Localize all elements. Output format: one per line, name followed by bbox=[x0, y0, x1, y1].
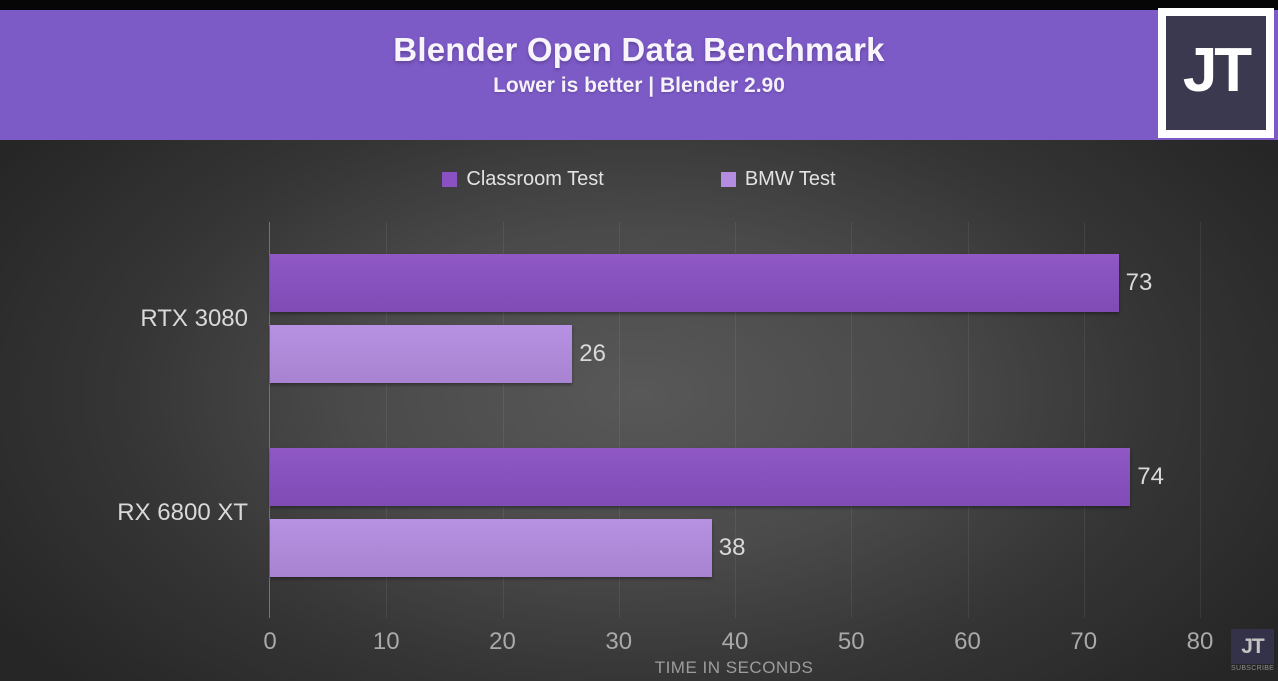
chart-subtitle: Lower is better | Blender 2.90 bbox=[493, 74, 785, 97]
chart-title: Blender Open Data Benchmark bbox=[393, 31, 885, 68]
value-label-classroom-test-rx-6800-xt: 74 bbox=[1137, 463, 1164, 490]
category-label-rx-6800-xt: RX 6800 XT bbox=[117, 498, 248, 526]
x-tick-80: 80 bbox=[1186, 628, 1214, 655]
x-tick-30: 30 bbox=[605, 628, 633, 655]
gridline-50 bbox=[851, 222, 853, 618]
subscribe-watermark[interactable]: JT SUBSCRIBE bbox=[1231, 629, 1274, 672]
gridline-80 bbox=[1200, 222, 1201, 618]
value-label-bmw-test-rx-6800-xt: 38 bbox=[718, 534, 746, 561]
legend-item-classroom-test: Classroom Test bbox=[442, 168, 604, 191]
jt-watermark-box[interactable]: JT bbox=[1231, 629, 1274, 664]
x-axis-title: TIME IN SECONDS bbox=[654, 658, 814, 677]
legend-swatch-classroom-test bbox=[442, 172, 458, 187]
x-tick-20: 20 bbox=[489, 628, 516, 655]
gridline-70 bbox=[1083, 222, 1085, 618]
bar-bmw-test-rx-6800-xt bbox=[270, 519, 712, 577]
legend-item-bmw-test: BMW Test bbox=[720, 168, 836, 191]
chart-legend: Classroom Test BMW Test bbox=[0, 168, 1278, 191]
gridline-20 bbox=[502, 222, 504, 618]
value-label-bmw-test-rtx-3080: 26 bbox=[579, 340, 606, 367]
legend-label-classroom-test: Classroom Test bbox=[466, 168, 604, 190]
gridline-60 bbox=[967, 222, 969, 618]
gridline-10 bbox=[386, 222, 388, 618]
category-label-rtx-3080: RTX 3080 bbox=[140, 304, 248, 332]
x-tick-10: 10 bbox=[372, 628, 400, 655]
jt-logo-text: JT bbox=[1182, 35, 1252, 105]
jt-watermark-logo-text: JT bbox=[1241, 634, 1264, 658]
x-tick-40: 40 bbox=[721, 628, 749, 655]
y-axis-line bbox=[269, 222, 270, 618]
gridline-40 bbox=[735, 222, 736, 618]
x-tick-70: 70 bbox=[1070, 628, 1098, 655]
top-black-strip bbox=[0, 0, 1278, 10]
bar-classroom-test-rx-6800-xt bbox=[270, 448, 1131, 506]
chart-plot-area: Classroom Test BMW Test 73 26 RTX 3080 74 38 R… bbox=[0, 140, 1278, 681]
subscribe-label: SUBSCRIBE bbox=[1231, 665, 1275, 672]
legend-label-bmw-test: BMW Test bbox=[744, 168, 836, 190]
legend-swatch-bmw-test bbox=[720, 172, 736, 187]
chart-header-banner: Blender Open Data Benchmark Lower is bet… bbox=[0, 10, 1278, 140]
value-label-classroom-test-rtx-3080: 73 bbox=[1125, 269, 1153, 296]
bar-classroom-test-rtx-3080 bbox=[270, 254, 1119, 312]
bar-bmw-test-rtx-3080 bbox=[270, 325, 573, 383]
jt-logo-square: JT bbox=[1166, 16, 1266, 130]
jt-channel-logo: JT bbox=[1158, 8, 1274, 138]
x-tick-50: 50 bbox=[837, 628, 865, 655]
gridline-30 bbox=[618, 222, 620, 618]
x-tick-60: 60 bbox=[954, 628, 981, 655]
x-tick-0: 0 bbox=[263, 628, 277, 655]
